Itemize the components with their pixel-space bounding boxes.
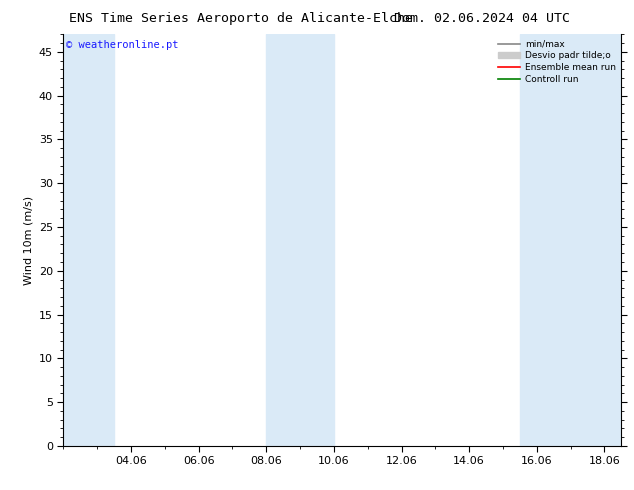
Legend: min/max, Desvio padr tilde;o, Ensemble mean run, Controll run: min/max, Desvio padr tilde;o, Ensemble m… <box>495 36 619 87</box>
Text: © weatheronline.pt: © weatheronline.pt <box>66 41 179 50</box>
Bar <box>63 34 114 446</box>
Bar <box>520 34 621 446</box>
Bar <box>266 34 334 446</box>
Y-axis label: Wind 10m (m/s): Wind 10m (m/s) <box>23 196 34 285</box>
Text: Dom. 02.06.2024 04 UTC: Dom. 02.06.2024 04 UTC <box>394 12 570 25</box>
Text: ENS Time Series Aeroporto de Alicante-Elche: ENS Time Series Aeroporto de Alicante-El… <box>69 12 413 25</box>
